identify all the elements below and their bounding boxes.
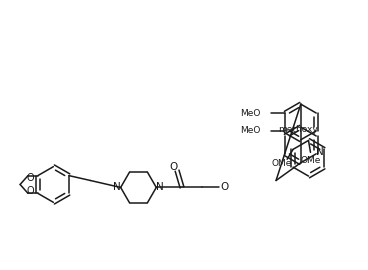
Text: O: O [26,173,34,183]
Text: O: O [169,162,177,172]
Text: MeO: MeO [240,109,261,117]
Text: N: N [316,147,324,157]
Text: N: N [113,183,121,193]
Text: OMe: OMe [271,159,291,168]
Text: OMe: OMe [300,156,321,165]
Text: MeO: MeO [240,126,261,135]
Text: N: N [156,183,164,193]
Text: O: O [220,183,229,193]
Text: O: O [26,186,34,196]
Text: methoxy: methoxy [279,125,318,134]
